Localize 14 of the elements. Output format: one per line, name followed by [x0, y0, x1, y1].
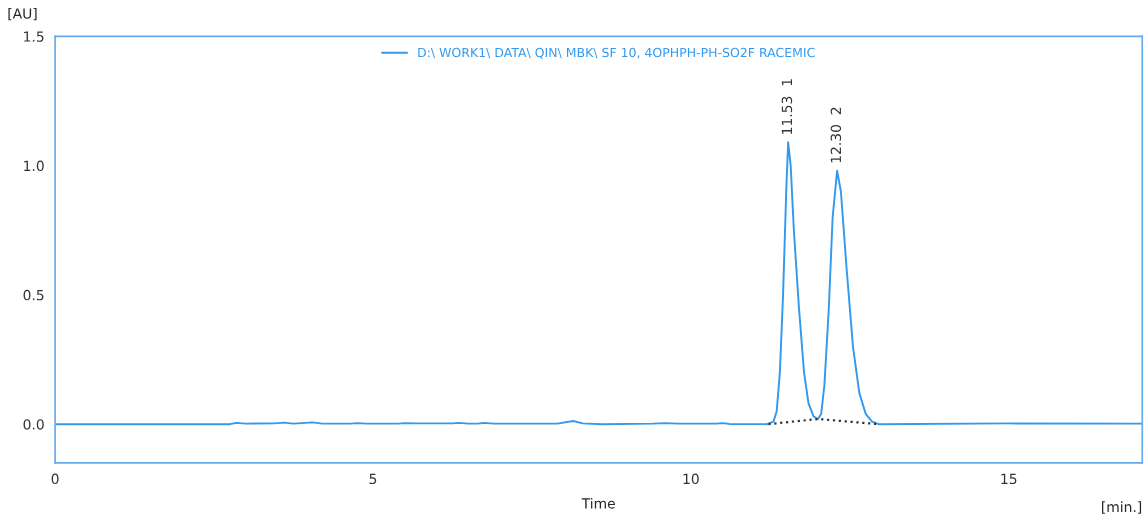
- x-tick-label: 0: [51, 473, 59, 485]
- x-tick-label: 10: [683, 473, 699, 485]
- annotation: 11.53 1: [781, 79, 793, 134]
- annotation: 12.30 2: [830, 107, 842, 163]
- text: [min.]: [1102, 501, 1142, 514]
- y-tick-label: 0.5: [23, 289, 44, 301]
- x-axis-title: Time: [581, 497, 615, 509]
- legend-label: D:\ WORK1\ DATA\ QIN\ MBK\ SF 10, 4OPHPH-PH-SO2F RACEMIC: [418, 47, 815, 59]
- y-tick-label: 0.0: [23, 419, 44, 430]
- y-tick-label: 1.0: [24, 160, 44, 172]
- y-axis-title: [AU]: [8, 7, 37, 21]
- x-tick-label: 15: [1001, 473, 1017, 485]
- x-tick-label: 5: [369, 473, 377, 485]
- y-tick-label: 1.5: [24, 31, 44, 42]
